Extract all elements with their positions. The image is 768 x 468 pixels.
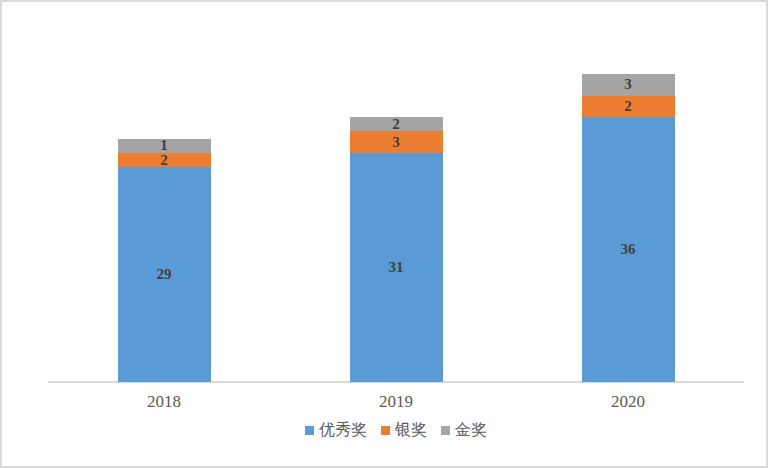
legend-label: 金奖 [455, 420, 487, 441]
bar-segment-银奖-2019: 3 [350, 131, 443, 152]
data-label: 2 [160, 153, 168, 168]
legend-label: 优秀奖 [319, 420, 367, 441]
stacked-bar-chart: 292120183132201936232020优秀奖银奖金奖 [0, 0, 768, 468]
legend-item-银奖: 银奖 [381, 420, 427, 441]
bar-segment-优秀奖-2019: 31 [350, 153, 443, 382]
bar-segment-金奖-2020: 3 [582, 74, 675, 95]
bar-segment-优秀奖-2020: 36 [582, 117, 675, 382]
data-label: 36 [621, 242, 636, 257]
legend-swatch-金奖 [441, 426, 450, 435]
data-label: 2 [624, 99, 632, 114]
x-axis-label-2020: 2020 [568, 392, 688, 412]
x-axis-label-2018: 2018 [104, 392, 224, 412]
legend-item-金奖: 金奖 [441, 420, 487, 441]
data-label: 3 [624, 77, 632, 92]
legend-label: 银奖 [395, 420, 427, 441]
data-label: 29 [157, 267, 172, 282]
x-axis-label-2019: 2019 [336, 392, 456, 412]
legend-swatch-银奖 [381, 426, 390, 435]
data-label: 1 [160, 138, 168, 153]
bar-segment-金奖-2018: 1 [118, 139, 211, 153]
data-label: 3 [392, 135, 400, 150]
legend-item-优秀奖: 优秀奖 [305, 420, 367, 441]
data-label: 31 [389, 260, 404, 275]
legend-swatch-优秀奖 [305, 426, 314, 435]
bar-segment-银奖-2018: 2 [118, 153, 211, 167]
data-label: 2 [392, 117, 400, 132]
bar-segment-金奖-2019: 2 [350, 117, 443, 131]
bar-segment-优秀奖-2018: 29 [118, 167, 211, 382]
bar-segment-银奖-2020: 2 [582, 96, 675, 117]
legend: 优秀奖 银奖 金奖 [305, 420, 487, 441]
